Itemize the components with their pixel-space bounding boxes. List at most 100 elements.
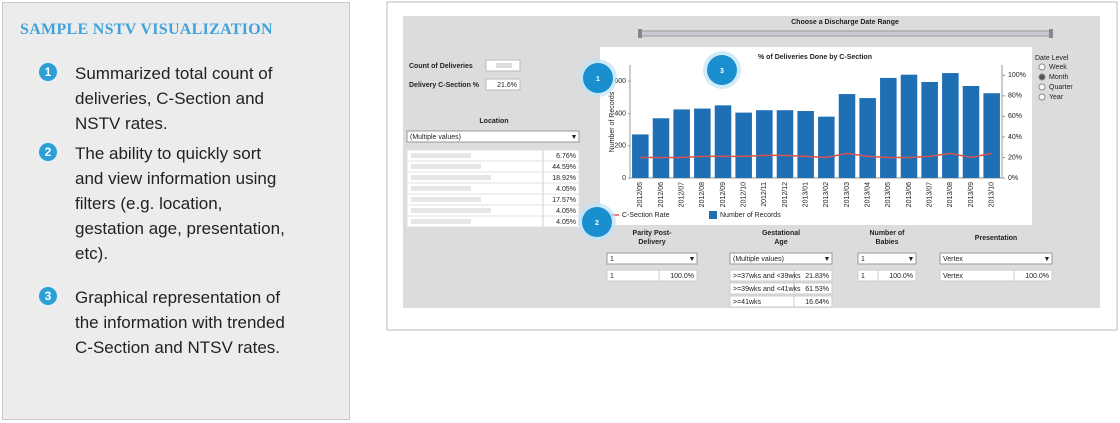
y2-tick-label: 60% — [1008, 113, 1022, 120]
y-tick-label: 200 — [614, 143, 626, 150]
table-cell: 1 — [861, 273, 865, 280]
x-tick-label: 2013/01 — [803, 182, 810, 207]
bullet-text: The ability to quickly sort and view inf… — [75, 144, 285, 263]
bullet: 1 Summarized total count of deliveries, C… — [39, 61, 289, 136]
slider-handle[interactable] — [638, 29, 642, 38]
filter-title: Number of — [870, 230, 906, 237]
x-tick-label: 2012/06 — [658, 182, 665, 207]
radio-label: Month — [1049, 74, 1069, 81]
bar — [859, 98, 876, 178]
table-cell: >=41wks — [733, 299, 762, 306]
bar — [880, 77, 897, 178]
dropdown[interactable] — [857, 252, 917, 265]
y2-tick-label: 40% — [1008, 134, 1022, 141]
radio[interactable] — [1038, 93, 1046, 101]
dropdown[interactable] — [729, 252, 833, 265]
bar — [652, 118, 670, 178]
table-row — [729, 295, 833, 308]
dropdown-arrow: ▼ — [571, 134, 578, 141]
radio[interactable] — [1038, 83, 1046, 91]
chart-panel — [600, 47, 1032, 225]
y2-tick-label: 80% — [1008, 93, 1022, 100]
x-tick-label: 2013/02 — [823, 182, 830, 207]
callout — [583, 63, 613, 93]
bar — [818, 116, 835, 178]
callout-number: 1 — [596, 76, 600, 83]
legend-swatch — [709, 211, 717, 219]
x-tick-label: 2013/09 — [968, 182, 975, 207]
bar — [714, 105, 732, 178]
y2-tick-label: 0% — [1008, 175, 1018, 182]
table-cell: 100.0% — [670, 273, 694, 280]
bar — [838, 94, 856, 178]
legend-label: C-Section Rate — [622, 212, 670, 219]
location-percent: 18.92% — [552, 175, 576, 182]
radio[interactable] — [1038, 63, 1046, 71]
sidebar: SAMPLE NSTV VISUALIZATION 1 Summarized to… — [2, 2, 350, 420]
x-tick-label: 2012/07 — [679, 182, 686, 207]
bar — [962, 85, 980, 178]
x-tick-label: 2012/09 — [720, 182, 727, 207]
x-tick-label: 2012/05 — [637, 182, 644, 207]
location-percent: 6.76% — [556, 153, 576, 160]
kpi-box — [485, 78, 521, 91]
radio[interactable] — [1038, 73, 1046, 81]
x-tick-label: 2013/07 — [927, 182, 934, 207]
kpi-value: 21.6% — [497, 82, 517, 89]
location-name-blur — [411, 208, 491, 213]
filter-title: Parity Post- — [633, 230, 673, 237]
x-tick-label: 2012/10 — [741, 182, 748, 207]
table-cell: 1 — [610, 273, 614, 280]
dropdown[interactable] — [406, 130, 580, 143]
callout-number: 2 — [595, 220, 599, 227]
dropdown-value: (Multiple values) — [733, 256, 784, 263]
x-tick-label: 2012/11 — [761, 182, 768, 207]
table-row — [939, 269, 1053, 282]
dropdown-arrow: ▼ — [1044, 256, 1051, 263]
x-tick-label: 2013/05 — [885, 182, 892, 207]
location-percent: 17.57% — [552, 197, 576, 204]
line — [640, 152, 992, 159]
bullet-number: 3 — [39, 287, 57, 305]
filter-title: Presentation — [975, 235, 1017, 242]
location-name-blur — [411, 219, 471, 224]
bullet-text: Graphical representation of the informat… — [75, 288, 285, 357]
date-range-label: Choose a Discharge Date Range — [791, 19, 899, 26]
table-cell: 100.0% — [1025, 273, 1049, 280]
date-level-title: Date Level — [1035, 55, 1069, 62]
filter-title: Gestational — [762, 230, 800, 237]
dropdown[interactable] — [939, 252, 1053, 265]
chart-title: % of Deliveries Done by C-Section — [758, 54, 872, 61]
table-cell: 16.64% — [805, 299, 829, 306]
dropdown[interactable] — [606, 252, 698, 265]
location-name-blur — [411, 153, 471, 158]
location-name-blur — [411, 197, 481, 202]
bullet: 3 Graphical representation of the informa… — [39, 285, 289, 360]
location-percent: 44.59% — [552, 164, 576, 171]
x-tick-label: 2013/03 — [844, 182, 851, 207]
x-tick-label: 2012/12 — [782, 182, 789, 207]
radio-label: Week — [1049, 64, 1067, 71]
kpi-label: Count of Deliveries — [409, 63, 473, 70]
location-name-blur — [411, 164, 481, 169]
dropdown-arrow: ▼ — [689, 256, 696, 263]
slider-handle[interactable] — [1049, 29, 1053, 38]
table-cell: Vertex — [943, 273, 963, 280]
bullet-text: Summarized total count of deliveries, C-… — [75, 64, 273, 133]
bullet: 2 The ability to quickly sort and view in… — [39, 141, 289, 266]
dropdown-value: 1 — [861, 256, 865, 263]
y-tick-label: 600 — [614, 78, 626, 85]
y2-tick-label: 100% — [1008, 72, 1026, 79]
slider-track[interactable] — [639, 30, 1053, 37]
bar — [797, 111, 814, 178]
sidebar-title: SAMPLE NSTV VISUALIZATION — [20, 21, 273, 38]
bar — [983, 93, 1000, 178]
bullet-number: 2 — [39, 143, 57, 161]
table-cell: 100.0% — [889, 273, 913, 280]
location-percent: 4.05% — [556, 219, 576, 226]
location-name-blur — [411, 186, 471, 191]
bar — [632, 134, 649, 178]
x-tick-label: 2013/10 — [989, 182, 996, 207]
x-tick-label: 2013/06 — [906, 182, 913, 207]
